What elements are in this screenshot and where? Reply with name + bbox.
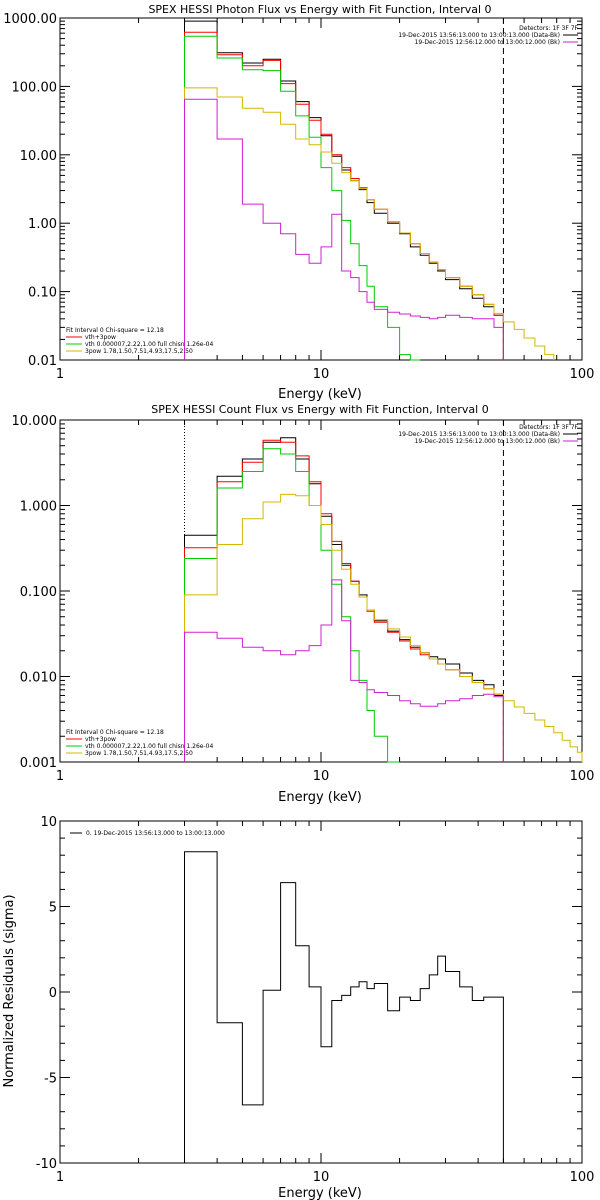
- count-flux-range-lines: [184, 420, 504, 762]
- count-flux-y-tick-label: 0.001: [20, 756, 57, 771]
- residuals-y-tick-label: -10: [36, 1157, 57, 1172]
- photon-flux-y-tick-label: 0.01: [28, 354, 57, 369]
- photon-flux-x-tick-label: 10: [313, 367, 330, 382]
- count-flux-detectors-label: Detectors: 1F 3F 7F: [519, 424, 578, 431]
- residuals-legend: 0. 19-Dec-2015 13:56:13.000 to 13:00:13.…: [70, 830, 225, 837]
- count-flux-y-tick-label: 0.100: [20, 585, 57, 600]
- photon-flux-series: [184, 20, 555, 361]
- count-flux-fit-vth-label: vth 0.000007,2.22,1.00 full chisn 1.26e-…: [85, 743, 213, 750]
- count-flux-y-tick-label: 0.010: [20, 671, 57, 686]
- residuals-series: [184, 851, 504, 1163]
- photon-flux-y-tick-label: 100.00: [12, 80, 58, 95]
- count-flux-y-tick-label: 10.000: [12, 414, 58, 429]
- photon-flux-fit-total-label: vth+3pow: [85, 334, 116, 341]
- photon-flux-y-tick-label: 1000.00: [3, 12, 57, 27]
- count-flux-title: SPEX HESSI Count Flux vs Energy with Fit…: [151, 403, 488, 416]
- count-flux-series: [184, 437, 583, 763]
- count-flux-series-data-bk: [184, 437, 504, 762]
- residuals-ylabel: Normalized Residuals (sigma): [2, 894, 17, 1087]
- photon-flux-range-lines: [184, 18, 504, 360]
- photon-flux-y-tick-label: 1.00: [28, 217, 57, 232]
- photon-flux-y-tick-label: 0.10: [28, 286, 57, 301]
- photon-flux-legend-bk-label: 19-Dec-2015 12:56:12.000 to 13:00:12.000…: [415, 39, 560, 46]
- residuals-x-tick-label: 1: [56, 1170, 64, 1185]
- count-flux-fit-3pow-label: 3pow 1.78,1.50,7.51,4.93,17.5,2.50: [85, 750, 193, 757]
- count-flux-xlabel: Energy (keV): [278, 790, 362, 805]
- residuals-y-tick-label: -5: [44, 1072, 57, 1087]
- count-flux-legend-detectors: Detectors: 1F 3F 7F 19-Dec-2015 13:56:13…: [398, 424, 578, 445]
- photon-flux-series-3pow: [184, 87, 555, 360]
- photon-flux-legend-data-label: 19-Dec-2015 13:56:13.000 to 13:00:13.000…: [398, 32, 560, 39]
- residuals-y-tick-label: 5: [49, 901, 57, 916]
- residuals-panel: Energy (keV) Normalized Residuals (sigma…: [2, 815, 594, 1200]
- photon-flux-x-tick-label: 1: [56, 367, 64, 382]
- photon-flux-legend-fit: Fit Interval 0 Chi-square = 12.18 vth+3p…: [66, 327, 213, 355]
- photon-flux-legend-detectors: Detectors: 1F 3F 7F 19-Dec-2015 13:56:13…: [398, 25, 578, 46]
- photon-flux-panel: SPEX HESSI Photon Flux vs Energy with Fi…: [3, 3, 594, 402]
- photon-flux-y-tick-label: 10.00: [20, 149, 57, 164]
- count-flux-x-tick-label: 10: [313, 769, 330, 784]
- count-flux-ticks: 1 10 100 0.001 0.010 0.100 1.000 10.000: [12, 414, 595, 784]
- photon-flux-fit-header: Fit Interval 0 Chi-square = 12.18: [66, 327, 164, 334]
- photon-flux-xlabel: Energy (keV): [278, 387, 362, 402]
- count-flux-series-bk: [184, 579, 504, 762]
- residuals-series-residuals: [184, 851, 504, 1163]
- count-flux-series-vth: [184, 448, 400, 763]
- photon-flux-x-tick-label: 100: [570, 367, 595, 382]
- count-flux-x-tick-label: 100: [570, 769, 595, 784]
- photon-flux-series-bk: [184, 98, 504, 360]
- count-flux-x-tick-label: 1: [56, 769, 64, 784]
- photon-flux-detectors-label: Detectors: 1F 3F 7F: [519, 25, 578, 32]
- photon-flux-series-data-bk: [184, 20, 504, 360]
- photon-flux-series-vth-3pow: [184, 31, 504, 360]
- residuals-y-tick-label: 10: [40, 815, 57, 830]
- residuals-legend-label: 0. 19-Dec-2015 13:56:13.000 to 13:00:13.…: [86, 830, 225, 837]
- count-flux-series-3pow: [184, 493, 583, 762]
- residuals-ticks: 1 10 100 -10 -5 0 5 10: [36, 815, 595, 1185]
- photon-flux-fit-vth-label: vth 0.000007,2.22,1.00 full chisn 1.26e-…: [85, 341, 213, 348]
- count-flux-legend-data-label: 19-Dec-2015 13:56:13.000 to 13:00:13.000…: [398, 431, 560, 438]
- count-flux-fit-total-label: vth+3pow: [85, 736, 116, 743]
- photon-flux-ticks: 1 10 100 0.01 0.10 1.00 10.00 100.00 1000.00: [3, 12, 594, 382]
- residuals-x-tick-label: 10: [313, 1170, 330, 1185]
- count-flux-legend-bk-label: 19-Dec-2015 12:56:12.000 to 13:00:12.000…: [415, 438, 560, 445]
- photon-flux-fit-3pow-label: 3pow 1.78,1.50,7.51,4.93,17.5,2.50: [85, 348, 193, 355]
- count-flux-fit-header: Fit Interval 0 Chi-square = 12.18: [66, 729, 164, 736]
- count-flux-legend-fit: Fit Interval 0 Chi-square = 12.18 vth+3p…: [66, 729, 213, 757]
- residuals-y-tick-label: 0: [49, 986, 57, 1001]
- photon-flux-series-vth: [184, 35, 421, 361]
- count-flux-y-tick-label: 1.000: [20, 500, 57, 515]
- photon-flux-title: SPEX HESSI Photon Flux vs Energy with Fi…: [148, 3, 491, 16]
- residuals-xlabel: Energy (keV): [278, 1186, 362, 1200]
- residuals-x-tick-label: 100: [570, 1170, 595, 1185]
- count-flux-panel: SPEX HESSI Count Flux vs Energy with Fit…: [12, 403, 595, 805]
